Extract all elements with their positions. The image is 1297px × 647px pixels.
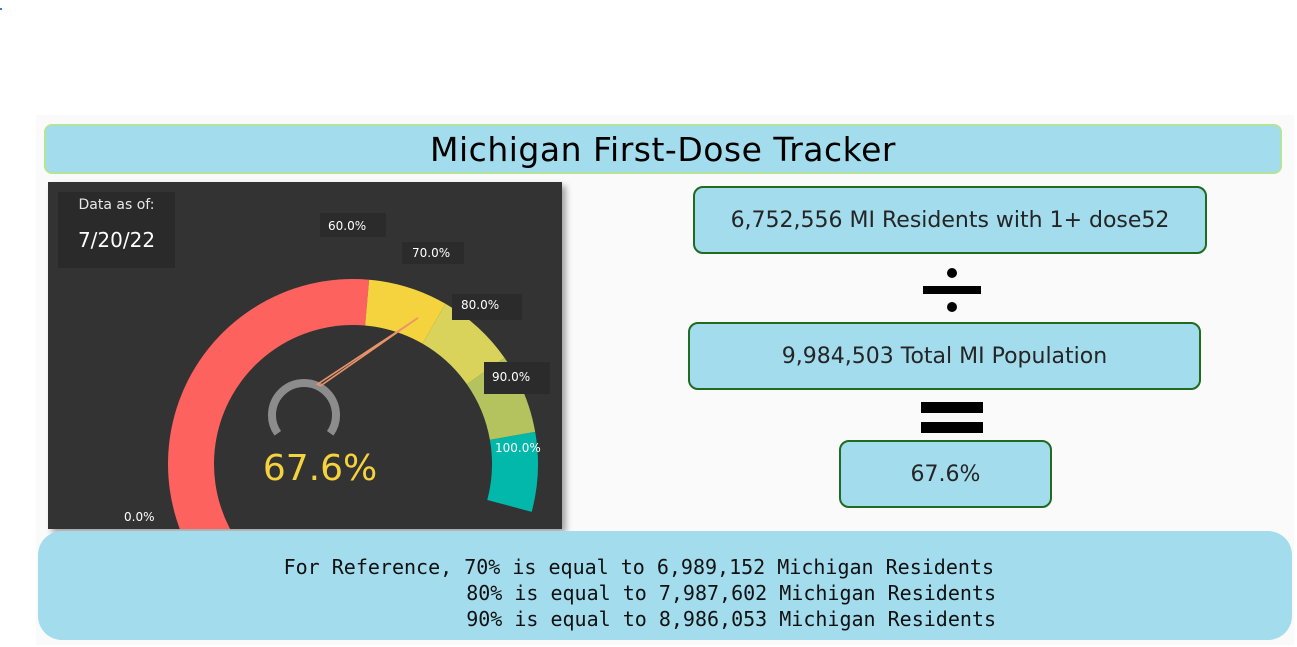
gauge-tick-label: 0.0% bbox=[124, 510, 155, 524]
data-as-of-card[interactable]: Data as of: 7/20/22 bbox=[58, 192, 175, 268]
gauge-tick-chip bbox=[402, 242, 464, 264]
page-title: Michigan First-Dose Tracker bbox=[44, 124, 1282, 174]
gauge-target-ring bbox=[268, 379, 340, 436]
gauge-tick-label: 80.0% bbox=[461, 298, 499, 312]
equals-icon bbox=[921, 402, 983, 433]
gauge-tick-chip bbox=[484, 362, 550, 394]
gauge-needle bbox=[315, 317, 419, 387]
gauge-tick-chip bbox=[452, 294, 522, 320]
total-population-card[interactable]: 9,984,503 Total MI Population bbox=[688, 322, 1201, 390]
gauge-tick-label: 70.0% bbox=[412, 246, 450, 260]
gauge-tick-label: 90.0% bbox=[492, 370, 530, 384]
total-population-value: 9,984,503 Total MI Population bbox=[781, 343, 1108, 369]
residents-dosed-value: 6,752,556 MI Residents with 1+ dose52 bbox=[730, 207, 1170, 233]
gauge-band-4 bbox=[487, 431, 538, 512]
reference-line-80: 80% is equal to 7,987,602 Michigan Resid… bbox=[466, 581, 996, 605]
gauge-band-3 bbox=[466, 357, 536, 440]
page-title-text: Michigan First-Dose Tracker bbox=[430, 129, 896, 169]
gauge-tick-label: 100.0% bbox=[495, 441, 541, 455]
result-percentage-card[interactable]: 67.6% bbox=[839, 440, 1052, 508]
gauge-tick-label: 60.0% bbox=[328, 219, 366, 233]
data-as-of-date: 7/20/22 bbox=[77, 228, 156, 252]
reference-line-70: For Reference, 70% is equal to 6,989,152… bbox=[283, 555, 994, 579]
gauge-chart: 67.6% 0.0% 60.0% 70.0% 80.0% 90.0% 100.0% bbox=[124, 213, 550, 529]
result-percentage-value: 67.6% bbox=[910, 461, 981, 487]
divide-icon bbox=[923, 268, 981, 312]
reference-line-90: 90% is equal to 8,986,053 Michigan Resid… bbox=[466, 607, 996, 631]
gauge-visual[interactable]: 67.6% 0.0% 60.0% 70.0% 80.0% 90.0% 100.0% Data… bbox=[48, 182, 562, 529]
residents-dosed-card[interactable]: 6,752,556 MI Residents with 1+ dose52 bbox=[693, 186, 1207, 254]
reference-note: For Reference, 70% is equal to 6,989,152… bbox=[38, 531, 1292, 640]
focus-indicator bbox=[0, 8, 2, 10]
gauge-value-label: 67.6% bbox=[263, 448, 377, 489]
data-as-of-label: Data as of: bbox=[78, 197, 155, 213]
gauge-band-0 bbox=[168, 279, 370, 529]
gauge-band-1 bbox=[365, 279, 446, 344]
gauge-tick-chip bbox=[320, 213, 386, 237]
